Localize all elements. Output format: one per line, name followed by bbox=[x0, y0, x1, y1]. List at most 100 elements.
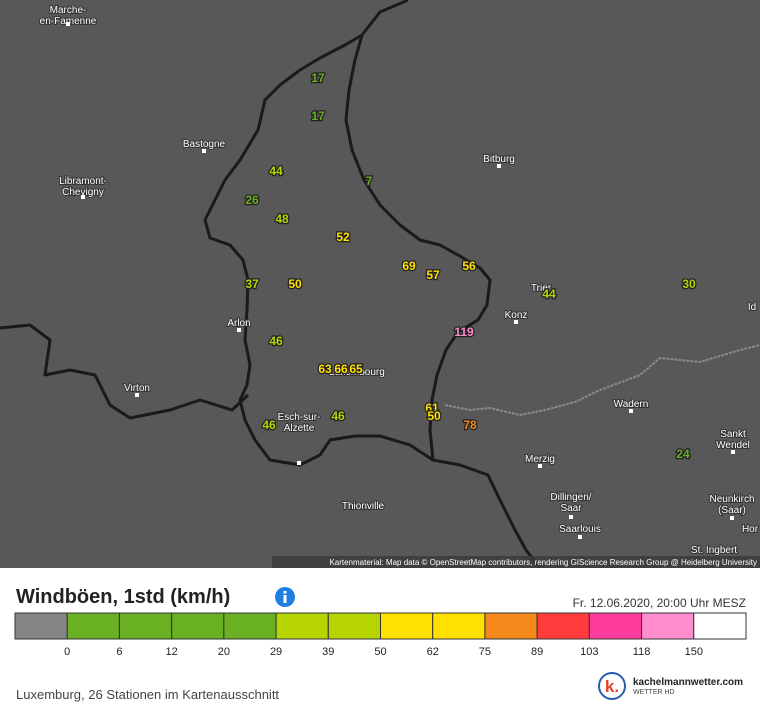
place-label: Luxembourg bbox=[329, 367, 385, 378]
station-value: 46 bbox=[331, 409, 345, 423]
place-marker bbox=[66, 22, 70, 26]
station-value: 17 bbox=[311, 109, 325, 123]
scale-box bbox=[66, 612, 120, 640]
station-value: 48 bbox=[275, 212, 289, 226]
attribution-bg bbox=[272, 556, 760, 568]
place-label: Esch-sur- bbox=[278, 412, 321, 423]
place-marker bbox=[569, 515, 573, 519]
scale-label: 89 bbox=[531, 646, 543, 658]
brand: kachelmannwetter.com bbox=[633, 677, 744, 688]
place-label: Saar bbox=[560, 503, 582, 514]
scale-box bbox=[380, 612, 434, 640]
place-label: Neunkirch bbox=[709, 494, 754, 505]
scale-label: 118 bbox=[633, 646, 651, 658]
legend-datetime: Fr. 12.06.2020, 20:00 Uhr MESZ bbox=[572, 596, 746, 610]
station-value: 56 bbox=[462, 259, 476, 273]
place-marker bbox=[514, 320, 518, 324]
station-value: 7 bbox=[366, 174, 373, 188]
scale-label: 103 bbox=[580, 646, 598, 658]
place-label: Dillingen/ bbox=[550, 492, 591, 503]
place-label: Wendel bbox=[716, 440, 750, 451]
border-saarland bbox=[444, 344, 760, 417]
place-label: Konz bbox=[505, 310, 528, 321]
border-france-germany bbox=[432, 458, 542, 568]
station-value: 44 bbox=[269, 164, 283, 178]
place-label: St. Ingbert bbox=[691, 545, 737, 556]
scale-label: 150 bbox=[685, 646, 703, 658]
scale-box bbox=[536, 612, 590, 640]
scale-box bbox=[327, 612, 381, 640]
place-marker bbox=[297, 461, 301, 465]
scale-box bbox=[14, 612, 68, 640]
station-value: 78 bbox=[463, 418, 477, 432]
place-label: Bastogne bbox=[183, 139, 226, 150]
place-label: Saarlouis bbox=[559, 524, 601, 535]
place-label: Alzette bbox=[284, 423, 315, 434]
place-label: Marche- bbox=[50, 5, 87, 16]
places: Marche-en-Famenne Bastogne Libramont-Chevi… bbox=[39, 4, 760, 557]
scale-box bbox=[223, 612, 277, 640]
place-label: Bitburg bbox=[483, 154, 515, 165]
place-label: Virton bbox=[124, 383, 150, 394]
border-luxembourg bbox=[203, 0, 492, 467]
scale-label: 62 bbox=[427, 646, 439, 658]
border-belgium-france bbox=[0, 323, 250, 420]
place-label: Chevigny bbox=[62, 187, 104, 198]
scale-box bbox=[171, 612, 225, 640]
borders bbox=[0, 0, 542, 568]
place-marker bbox=[497, 164, 501, 168]
place-label: Hor bbox=[742, 524, 759, 535]
station-value: 63 bbox=[318, 362, 332, 376]
station-value: 46 bbox=[262, 418, 276, 432]
place-label: Arlon bbox=[227, 318, 250, 329]
place-marker bbox=[237, 328, 241, 332]
tagline: WETTER HD bbox=[633, 689, 675, 696]
logo[interactable]: k. bbox=[598, 672, 626, 700]
scale-box bbox=[118, 612, 173, 640]
place-label: (Saar) bbox=[718, 505, 746, 516]
place-label: Wadern bbox=[614, 399, 649, 410]
scale-label: 20 bbox=[218, 646, 230, 658]
place-label: Trier bbox=[531, 283, 552, 294]
info-icon[interactable] bbox=[275, 587, 295, 607]
place-label: Libramont- bbox=[59, 176, 107, 187]
scale-label: 0 bbox=[64, 646, 70, 658]
scale-label: 50 bbox=[374, 646, 386, 658]
place-label: Id bbox=[748, 302, 756, 313]
station-value: 66 bbox=[334, 362, 348, 376]
station-value: 119 bbox=[454, 325, 474, 339]
place-marker bbox=[202, 149, 206, 153]
scale-box bbox=[693, 612, 747, 640]
station-value: 17 bbox=[311, 71, 325, 85]
station-value: 50 bbox=[288, 277, 302, 291]
place-marker bbox=[81, 195, 85, 199]
scale-label: 39 bbox=[322, 646, 334, 658]
map-background bbox=[0, 0, 760, 568]
footer-text: Luxemburg, 26 Stationen im Kartenausschn… bbox=[16, 687, 280, 702]
scale-label: 6 bbox=[116, 646, 122, 658]
station-value: 50 bbox=[427, 409, 441, 423]
map: Marche-en-Famenne Bastogne Libramont-Chevi… bbox=[0, 0, 760, 568]
station-value: 57 bbox=[426, 268, 440, 282]
scale-label: 29 bbox=[270, 646, 282, 658]
station-value: 26 bbox=[245, 193, 259, 207]
scale-box bbox=[588, 612, 643, 640]
scale-box bbox=[641, 612, 695, 640]
attribution: Kartenmaterial: Map data © OpenStreetMap… bbox=[329, 558, 757, 567]
scale-label: 12 bbox=[166, 646, 178, 658]
station-value: 65 bbox=[349, 362, 363, 376]
place-marker bbox=[135, 393, 139, 397]
station-value: 24 bbox=[676, 447, 690, 461]
place-label: Merzig bbox=[525, 454, 555, 465]
stations: 17 17 44 7 26 48 52 69 57 56 37 50 44 30 119 46 63 66 65 46… bbox=[244, 70, 697, 463]
scale-label: 75 bbox=[479, 646, 491, 658]
place-label: en-Famenne bbox=[40, 16, 97, 27]
scale-box bbox=[432, 612, 486, 640]
scale-box bbox=[275, 612, 329, 640]
station-value: 69 bbox=[402, 259, 416, 273]
station-value: 61 bbox=[425, 401, 439, 415]
station-value: 30 bbox=[682, 277, 696, 291]
place-marker bbox=[578, 535, 582, 539]
place-marker bbox=[730, 516, 734, 520]
